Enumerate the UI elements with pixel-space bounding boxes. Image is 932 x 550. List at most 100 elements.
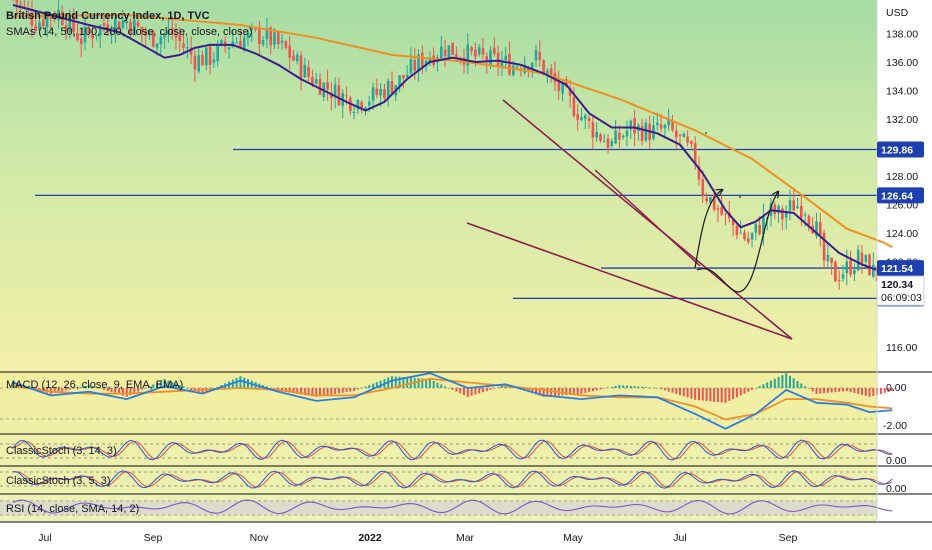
- macd-histogram-bar: [811, 388, 814, 392]
- candle-body: [345, 95, 348, 97]
- candle-body: [508, 54, 511, 75]
- candle-body: [352, 112, 356, 113]
- candle-body: [159, 37, 163, 45]
- candle-body: [182, 43, 185, 48]
- candle-body: [546, 70, 549, 74]
- candle-body: [784, 212, 788, 218]
- sma-overlay-label[interactable]: SMAs (14, 50, 100, 200, close, close, cl…: [6, 26, 252, 38]
- projection-arrows[interactable]: [694, 190, 778, 293]
- macd-histogram-bar: [770, 380, 772, 388]
- rsi-label[interactable]: RSI (14, close, SMA, 14, 2): [6, 503, 139, 515]
- trendline[interactable]: [594, 169, 701, 267]
- macd-histogram-bar: [337, 388, 340, 394]
- price-tick: 136.00: [886, 57, 918, 69]
- trendlines[interactable]: [466, 99, 793, 340]
- macd-histogram-bar: [334, 388, 337, 394]
- macd-label[interactable]: MACD (12, 26, close, 9, EMA, EMA): [6, 379, 183, 391]
- macd-histogram-bar: [584, 388, 587, 393]
- candle-body: [534, 50, 538, 61]
- candle-body: [587, 118, 591, 121]
- candle-body: [424, 60, 428, 66]
- annotation-dot: [739, 196, 741, 198]
- macd-histogram-bar: [178, 385, 181, 388]
- candle-body: [402, 75, 405, 79]
- candle-body: [868, 254, 871, 275]
- projection-arrow-2[interactable]: [696, 192, 778, 293]
- time-axis[interactable]: Jul Sep Nov 2022 Mar May Jul Sep: [38, 532, 797, 544]
- candle-body: [261, 40, 265, 45]
- macd-histogram-bar: [633, 386, 636, 388]
- macd-histogram-bar: [53, 388, 56, 393]
- stoch2-label[interactable]: ClassicStoch (3, 5, 3): [6, 475, 111, 487]
- candle-body: [167, 30, 170, 35]
- candle-body: [205, 47, 208, 66]
- candle-body: [428, 58, 432, 64]
- macd-histogram-bar: [705, 388, 708, 401]
- candle-body: [413, 59, 416, 71]
- candle-body: [254, 28, 257, 30]
- candle-body: [273, 32, 276, 45]
- macd-histogram-bar: [341, 388, 344, 393]
- stoch-pane-1: [12, 439, 893, 461]
- macd-histogram-bar: [140, 388, 143, 390]
- macd-histogram-bar: [114, 388, 117, 394]
- candle-body: [34, 25, 37, 31]
- candle-body: [538, 52, 542, 61]
- macd-histogram-bar: [478, 388, 481, 394]
- candle-body: [591, 121, 595, 138]
- macd-histogram-bar: [868, 388, 871, 397]
- macd-histogram-bar: [861, 388, 863, 395]
- macd-histogram-bar: [879, 388, 882, 394]
- candle-body: [299, 55, 303, 78]
- candle-body: [830, 257, 833, 263]
- macd-histogram-bar: [235, 377, 238, 388]
- macd-histogram-bar: [675, 388, 678, 394]
- candle-body: [451, 42, 454, 55]
- macd-histogram-bar: [455, 388, 458, 392]
- macd-histogram-bar: [216, 386, 219, 388]
- macd-histogram-bar: [76, 387, 79, 389]
- macd-histogram-bar: [65, 388, 68, 391]
- macd-histogram-bar: [300, 388, 302, 395]
- indicator-pane-background: [0, 372, 877, 522]
- macd-histogram-bar: [626, 385, 628, 388]
- macd-histogram-bar: [781, 375, 784, 388]
- trendline[interactable]: [502, 99, 793, 340]
- horizontal-levels[interactable]: [35, 148, 877, 300]
- candle-body: [102, 23, 106, 26]
- candle-body: [79, 38, 83, 45]
- candle-body: [15, 0, 19, 4]
- trendline[interactable]: [466, 222, 793, 340]
- macd-histogram-bar: [500, 386, 503, 388]
- candle-body: [318, 79, 322, 95]
- macd-histogram-bar: [588, 388, 591, 393]
- macd-histogram-bar: [857, 388, 860, 394]
- time-tick: Mar: [456, 532, 475, 544]
- time-tick: May: [563, 532, 584, 544]
- macd-histogram-bar: [777, 376, 780, 388]
- stoch-k-line: [12, 439, 893, 461]
- macd-histogram-bar: [84, 385, 86, 388]
- pane-separators[interactable]: [0, 0, 932, 523]
- macd-histogram-bar: [698, 388, 700, 401]
- candle-body: [781, 208, 784, 220]
- macd-histogram-bar: [15, 383, 18, 388]
- macd-histogram-bar: [872, 388, 875, 396]
- price-tick: 116.00: [886, 342, 917, 354]
- projection-arrow-1[interactable]: [694, 190, 722, 269]
- macd-histogram-bar: [572, 388, 575, 395]
- candle-body: [239, 40, 242, 48]
- macd-histogram-bar: [307, 388, 310, 396]
- macd-histogram-bar: [440, 384, 443, 388]
- candle-body: [72, 13, 75, 32]
- stoch1-label[interactable]: ClassicStoch (3, 14, 3): [6, 445, 117, 457]
- candle-body: [379, 89, 382, 96]
- currency-label: USD: [886, 7, 909, 19]
- macd-histogram-bar: [542, 388, 545, 397]
- candle-body: [656, 122, 659, 126]
- level-badge-text: 129.86: [881, 145, 913, 157]
- macd-histogram-bar: [72, 388, 75, 389]
- candle-body: [739, 232, 742, 234]
- macd-histogram-bar: [648, 387, 651, 388]
